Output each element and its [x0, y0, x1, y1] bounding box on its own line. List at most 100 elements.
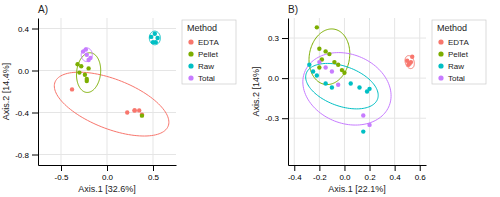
- x-tick: 0.6: [415, 165, 427, 182]
- point: [311, 69, 315, 73]
- x-tick-mark: [319, 165, 320, 171]
- grid-line: [38, 28, 176, 29]
- ellipse: [309, 29, 350, 85]
- grid-line: [38, 112, 176, 113]
- legend: MethodEDTAPelletRawTotal: [182, 20, 236, 84]
- legend-frame: [432, 20, 486, 84]
- point: [137, 108, 141, 112]
- legend-marker: [188, 51, 193, 56]
- legend-label: Pellet: [448, 50, 469, 59]
- x-tick-mark: [370, 165, 371, 171]
- legend-label: Pellet: [198, 50, 219, 59]
- x-tick: 0.0: [339, 165, 351, 182]
- legend-marker: [438, 51, 443, 56]
- title: A): [38, 4, 48, 15]
- legend-label: Total: [198, 74, 215, 83]
- ellipse: [303, 53, 391, 125]
- y-tick-mark: [32, 71, 38, 72]
- point: [151, 40, 155, 44]
- point: [85, 77, 89, 81]
- legend-label: Raw: [448, 62, 464, 71]
- grid-line: [38, 154, 176, 155]
- y-tick-label: 0.0: [268, 74, 280, 83]
- legend-label: EDTA: [448, 38, 469, 47]
- x-axis-line: [289, 165, 427, 166]
- grid-line: [319, 18, 320, 165]
- point: [86, 66, 90, 70]
- x-tick: 0.5: [148, 165, 160, 182]
- x-tick: 0.0: [102, 165, 114, 182]
- series: [75, 62, 144, 118]
- y-tick: 0.0: [18, 67, 38, 76]
- y-tick-label: 0.4: [18, 25, 30, 34]
- grid-line: [294, 18, 295, 165]
- grid-line: [107, 18, 108, 165]
- point: [155, 36, 159, 40]
- x-tick-label: 0.4: [390, 173, 402, 182]
- point: [406, 63, 410, 67]
- point: [317, 65, 321, 69]
- x-axis: -0.5 0.0 0.5: [39, 165, 177, 182]
- point: [367, 123, 371, 127]
- grid-line: [288, 118, 426, 119]
- point: [410, 55, 414, 59]
- ellipse: [81, 48, 92, 62]
- y-tick-label: -0.4: [15, 109, 29, 118]
- series: [81, 47, 93, 62]
- x-axis-title: Axis.1 [32.6%]: [78, 184, 136, 194]
- y-tick-label: -0.8: [15, 151, 29, 160]
- y-axis: -0.30.00.3: [265, 19, 288, 166]
- y-axis-title: Axis.2 [14.4%]: [1, 63, 11, 121]
- legend-title: Method: [437, 23, 467, 33]
- x-tick-label: 0.0: [339, 173, 351, 182]
- grid-line: [419, 18, 420, 165]
- ellipse: [77, 53, 101, 93]
- series: [315, 25, 347, 75]
- x-tick-label: -0.4: [288, 173, 302, 182]
- point: [330, 69, 334, 73]
- grid-line: [344, 18, 345, 165]
- plot-area: [54, 31, 169, 136]
- point: [361, 129, 365, 133]
- grid: [288, 18, 426, 165]
- chart: -0.5 0.0 0.5 -0.8 -0.4 0.0 0.4 A) Axis.1 [32.6%]…: [0, 0, 500, 197]
- x-tick-mark: [294, 165, 295, 171]
- point: [315, 25, 319, 29]
- y-axis: -0.8 -0.4 0.0 0.4: [15, 19, 38, 166]
- y-tick: -0.8: [15, 151, 38, 160]
- x-tick-label: -0.2: [313, 173, 327, 182]
- point: [327, 52, 331, 56]
- ellipse: [306, 63, 379, 108]
- y-tick: -0.3: [265, 114, 288, 123]
- y-axis-line: [38, 19, 39, 166]
- y-tick-mark: [282, 78, 288, 79]
- point: [317, 60, 321, 64]
- x-tick-label: 0.2: [364, 173, 376, 182]
- point: [132, 108, 136, 112]
- point: [336, 83, 340, 87]
- x-tick: -0.5: [55, 165, 69, 182]
- panel: -0.4-0.20.00.20.40.6-0.30.00.3B)Axis.1 […: [251, 4, 486, 194]
- y-tick-mark: [32, 29, 38, 30]
- x-tick-label: -0.5: [55, 173, 69, 182]
- point: [315, 73, 319, 77]
- legend-label: Raw: [198, 62, 214, 71]
- point: [317, 47, 321, 51]
- y-tick-label: 0.0: [18, 67, 30, 76]
- grid-line: [38, 70, 176, 71]
- point: [70, 87, 74, 91]
- point: [132, 108, 136, 112]
- grid-line: [288, 78, 426, 79]
- series: [307, 63, 372, 134]
- point: [323, 81, 327, 85]
- point: [336, 63, 340, 67]
- point: [357, 85, 361, 89]
- point: [361, 113, 365, 117]
- legend-marker: [438, 39, 443, 44]
- x-tick-label: 0.6: [415, 173, 427, 182]
- ellipse: [54, 72, 169, 136]
- x-axis-title: Axis.1 [22.1%]: [328, 184, 386, 194]
- legend-marker: [188, 63, 193, 68]
- point: [75, 62, 79, 66]
- grid-line: [61, 18, 62, 165]
